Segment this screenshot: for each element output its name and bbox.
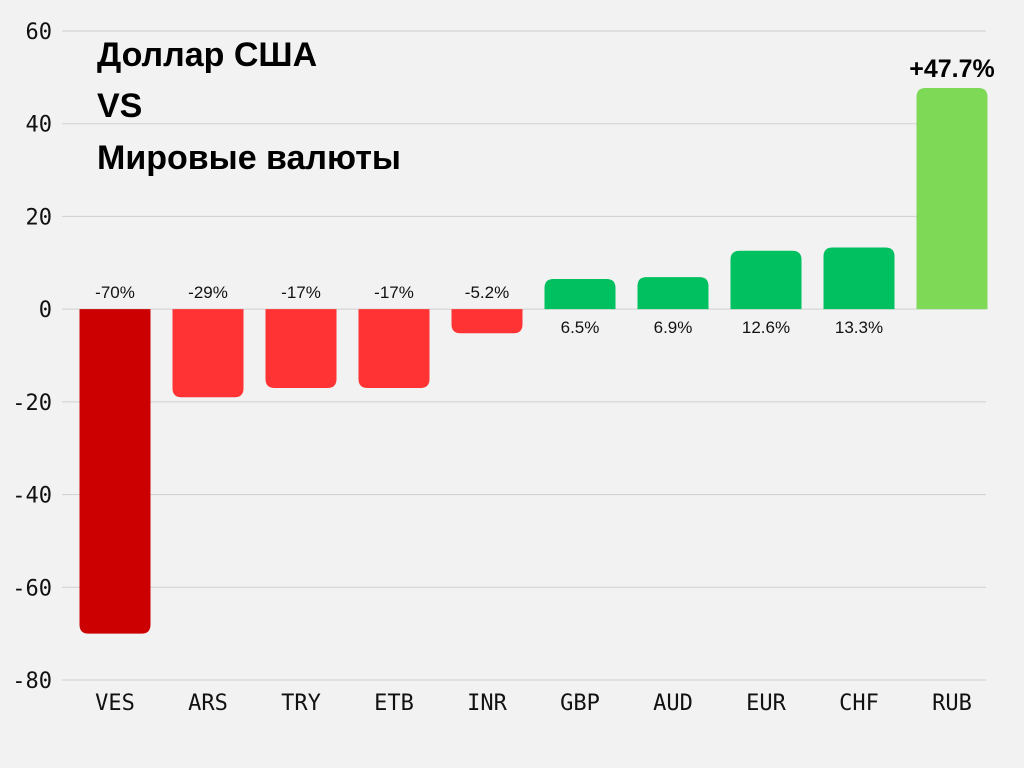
category-label-aud: AUD	[653, 691, 693, 716]
category-label-gbp: GBP	[560, 691, 600, 716]
data-label-ars: -29%	[188, 283, 228, 302]
bars	[79, 88, 988, 634]
y-tick-label: -60	[12, 576, 52, 601]
y-tick-label: 0	[39, 298, 52, 323]
bar-try	[265, 309, 337, 388]
data-label-etb: -17%	[374, 283, 414, 302]
data-label-rub: +47.7%	[909, 55, 995, 83]
bar-rub	[916, 88, 988, 310]
category-label-eur: EUR	[746, 691, 786, 716]
data-label-try: -17%	[281, 283, 321, 302]
bar-inr	[451, 309, 523, 334]
bar-chf	[823, 247, 895, 310]
data-label-eur: 12.6%	[742, 318, 790, 337]
category-label-rub: RUB	[932, 691, 972, 716]
data-label-inr: -5.2%	[465, 283, 509, 302]
data-label-ves: -70%	[95, 283, 135, 302]
bar-ars	[172, 309, 244, 398]
data-label-gbp: 6.5%	[561, 318, 600, 337]
bar-eur	[730, 250, 802, 310]
category-label-try: TRY	[281, 691, 321, 716]
category-label-ars: ARS	[188, 691, 228, 716]
chart-title: Доллар США VS Мировые валюты	[97, 36, 401, 177]
title-line-1: Доллар США	[97, 36, 317, 74]
y-tick-label: -80	[12, 669, 52, 694]
y-tick-label: 20	[26, 205, 53, 230]
data-label-aud: 6.9%	[654, 318, 693, 337]
bar-etb	[358, 309, 430, 388]
category-label-inr: INR	[467, 691, 507, 716]
category-label-etb: ETB	[374, 691, 414, 716]
category-label-chf: CHF	[839, 691, 879, 716]
data-label-chf: 13.3%	[835, 318, 883, 337]
category-label-ves: VES	[95, 691, 135, 716]
data-labels: -70% -29% -17% -17% -5.2% 6.5% 6.9% 12.6% 13.3% +…	[95, 55, 995, 337]
y-axis-ticks: 60 40 20 0 -20 -40 -60 -80	[12, 20, 52, 694]
y-tick-label: 60	[26, 20, 53, 45]
y-tick-label: -40	[12, 484, 52, 509]
bar-ves	[79, 309, 151, 634]
bar-aud	[637, 277, 709, 310]
y-tick-label: 40	[26, 113, 53, 138]
title-line-3: Мировые валюты	[97, 139, 401, 177]
bar-gbp	[544, 279, 616, 310]
x-axis-categories: VES ARS TRY ETB INR GBP AUD EUR CHF RUB	[95, 691, 972, 716]
title-line-2: VS	[97, 87, 142, 125]
y-tick-label: -20	[12, 391, 52, 416]
